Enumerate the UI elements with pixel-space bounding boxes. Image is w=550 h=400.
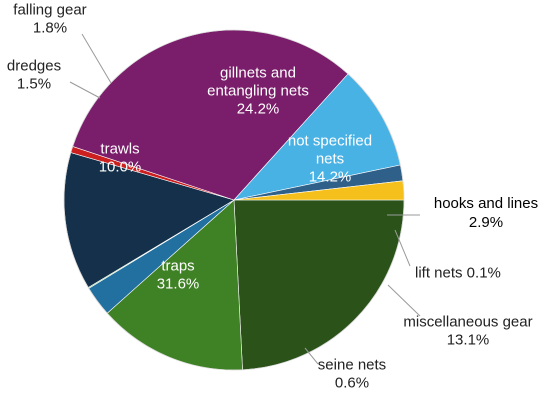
slice-label-lift-nets: lift nets 0.1%	[415, 264, 501, 281]
slice-name-dredges: dredges	[7, 57, 61, 74]
slice-name-traps: traps	[161, 257, 194, 274]
pie-slice-gillnets-and-entangling-nets	[233, 199, 405, 371]
slice-name-lift-nets: lift nets 0.1%	[415, 264, 501, 281]
slice-name-not-specified-nets: nets	[316, 150, 344, 167]
leader-line-dredges	[69, 81, 101, 99]
slice-value-miscellaneous-gear: 13.1%	[447, 331, 490, 348]
slice-name-hooks-and-lines: hooks and lines	[434, 195, 538, 212]
slice-value-dredges: 1.5%	[17, 75, 51, 92]
slice-label-falling-gear: falling gear 1.8%	[13, 1, 86, 36]
slice-label-traps: traps 31.6%	[157, 257, 200, 292]
slice-label-not-specified-nets: not specified nets 14.2%	[288, 132, 372, 185]
slice-label-miscellaneous-gear: miscellaneous gear 13.1%	[403, 313, 532, 348]
slice-name-trawls: trawls	[100, 140, 139, 157]
slice-value-traps: 31.6%	[157, 275, 200, 292]
slice-name-seine-nets: seine nets	[318, 356, 386, 373]
slice-name-not-specified-nets: not specified	[288, 132, 372, 149]
leader-line-miscellaneous-gear	[387, 284, 421, 317]
slice-value-gillnets-and-entangling-nets: 24.2%	[237, 100, 280, 117]
slice-value-falling-gear: 1.8%	[33, 19, 67, 36]
slice-name-miscellaneous-gear: miscellaneous gear	[403, 313, 532, 330]
slice-value-trawls: 10.0%	[99, 158, 142, 175]
slice-label-seine-nets: seine nets 0.6%	[318, 356, 386, 391]
slice-label-hooks-and-lines: hooks and lines 2.9%	[434, 195, 538, 231]
slice-label-dredges: dredges 1.5%	[7, 57, 61, 92]
slice-value-seine-nets: 0.6%	[335, 374, 369, 391]
pie-rim	[63, 29, 405, 371]
slice-name-gillnets-and-entangling-nets: gillnets and	[220, 64, 296, 81]
slice-label-gillnets-and-entangling-nets: gillnets and entangling nets 24.2%	[207, 64, 309, 117]
slice-value-hooks-and-lines: 2.9%	[469, 214, 503, 231]
slice-name-falling-gear: falling gear	[13, 1, 86, 18]
leader-line-seine-nets	[304, 347, 319, 365]
slice-value-not-specified-nets: 14.2%	[309, 168, 352, 185]
leader-line-lift-nets	[394, 229, 411, 267]
leader-line-falling-gear	[81, 33, 112, 84]
pie-slices	[63, 29, 405, 371]
slice-name-gillnets-and-entangling-nets: entangling nets	[207, 82, 309, 99]
slice-label-trawls: trawls 10.0%	[99, 140, 142, 175]
